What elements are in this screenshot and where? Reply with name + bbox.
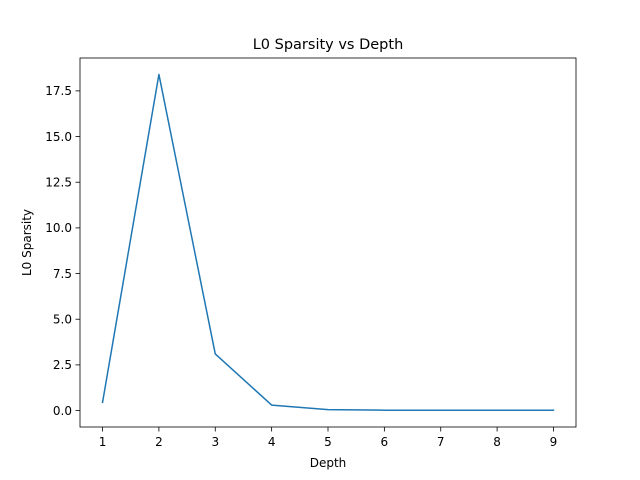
chart-title: L0 Sparsity vs Depth [253,37,404,53]
x-tick-label: 7 [437,435,445,449]
x-axis-ticks: 1 2 3 4 5 6 7 8 9 [99,427,558,449]
x-tick-label: 3 [211,435,219,449]
y-tick-label: 10.0 [45,221,72,235]
x-tick-label: 6 [381,435,389,449]
y-axis-ticks: 0.0 2.5 5.0 7.5 10.0 12.5 15.0 17.5 [45,84,80,418]
x-tick-label: 1 [99,435,107,449]
x-tick-label: 8 [493,435,501,449]
y-axis-label: L0 Sparsity [20,209,34,276]
y-tick-label: 17.5 [45,84,72,98]
plot-frame [79,57,577,428]
x-axis-label: Depth [310,456,347,470]
y-tick-label: 2.5 [53,358,72,372]
x-tick-label: 2 [155,435,163,449]
y-tick-label: 15.0 [45,130,72,144]
y-tick-label: 7.5 [53,267,72,281]
x-tick-label: 5 [324,435,332,449]
x-tick-label: 4 [268,435,276,449]
x-tick-label: 9 [550,435,558,449]
y-tick-label: 5.0 [53,313,72,327]
series-line [101,73,555,411]
series-layer [101,73,555,411]
y-tick-label: 0.0 [53,404,72,418]
y-tick-label: 12.5 [45,176,72,190]
